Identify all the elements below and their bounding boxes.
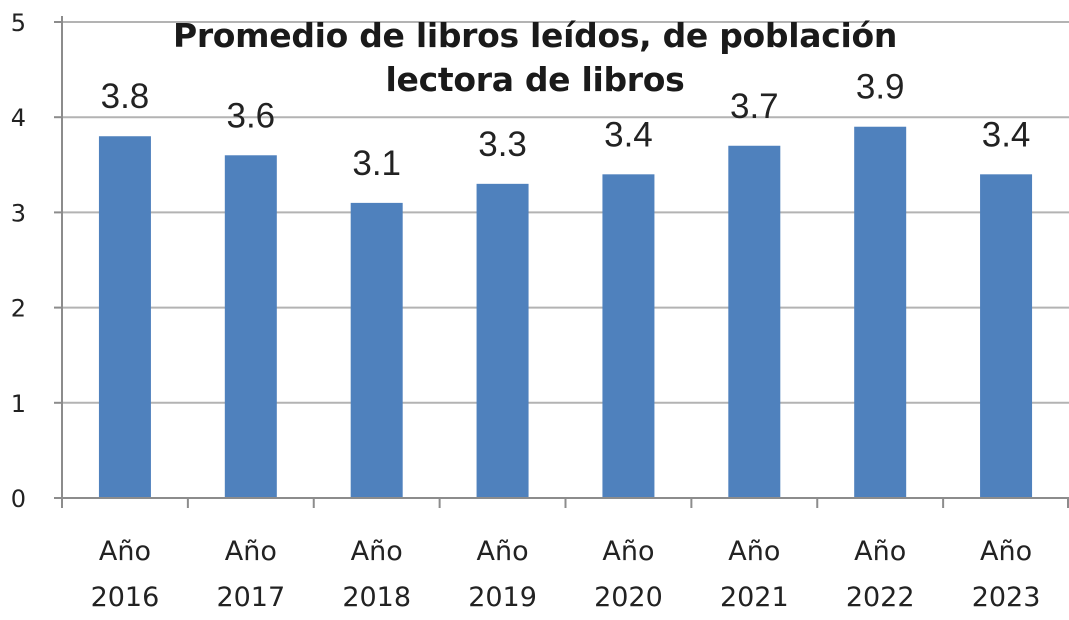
x-tick-label-2017-line-2: 2017	[216, 582, 285, 613]
bar-2016	[98, 136, 151, 499]
x-tick-label-2016-line-1: Año	[99, 536, 151, 567]
chart-title: Promedio de libros leídos, de población …	[150, 14, 920, 102]
data-label-2022: 3.9	[856, 68, 905, 107]
data-label-2017: 3.6	[226, 96, 275, 135]
data-label-2019: 3.3	[478, 125, 527, 164]
x-tick-label-2020-line-1: Año	[602, 536, 654, 567]
x-tick-label-2020-line-2: 2020	[594, 582, 663, 613]
x-tick-label-2021-line-1: Año	[728, 536, 780, 567]
x-tick-label-2022-line-1: Año	[854, 536, 906, 567]
y-tick-label-3: 3	[11, 199, 26, 227]
x-tick-label-2023-line-1: Año	[980, 536, 1032, 567]
data-label-2020: 3.4	[604, 115, 653, 154]
chart-title-line-2: lectora de libros	[385, 60, 685, 99]
bar-2023	[980, 174, 1033, 498]
axes: 0 1 2 3 4 5 Año 2016 Año 2017 Año 2018 Año 2019 Año 202…	[11, 9, 1069, 613]
x-tick-label-2019-line-1: Año	[477, 536, 529, 567]
y-tick-label-4: 4	[11, 104, 26, 132]
bar-2021	[728, 145, 781, 498]
bar-2018	[350, 202, 403, 498]
data-label-2021: 3.7	[730, 87, 779, 126]
x-tick-label-2021-line-2: 2021	[720, 582, 789, 613]
data-label-2018: 3.1	[352, 144, 401, 183]
data-label-2016: 3.8	[101, 77, 150, 116]
x-tick-label-2019-line-2: 2019	[468, 582, 537, 613]
chart-title-line-1: Promedio de libros leídos, de población	[172, 16, 898, 55]
x-tick-label-2018-line-1: Año	[351, 536, 403, 567]
y-tick-label-1: 1	[11, 390, 26, 418]
bar-2017	[224, 155, 277, 498]
bar-2022	[854, 126, 907, 498]
data-label-2023: 3.4	[982, 115, 1031, 154]
x-tick-label-2017-line-1: Año	[225, 536, 277, 567]
y-tick-label-0: 0	[11, 485, 26, 513]
x-tick-label-2023-line-2: 2023	[972, 582, 1041, 613]
y-tick-label-2: 2	[11, 295, 26, 323]
bar-2019	[476, 183, 529, 498]
x-tick-label-2016-line-2: 2016	[91, 582, 160, 613]
x-tick-label-2018-line-2: 2018	[342, 582, 411, 613]
bars	[98, 126, 1033, 499]
bar-2020	[602, 174, 655, 498]
x-tick-label-2022-line-2: 2022	[846, 582, 915, 613]
data-labels: 3.8 3.6 3.1 3.3 3.4 3.7 3.9 3.4	[101, 68, 1031, 183]
y-tick-label-5: 5	[11, 9, 26, 37]
